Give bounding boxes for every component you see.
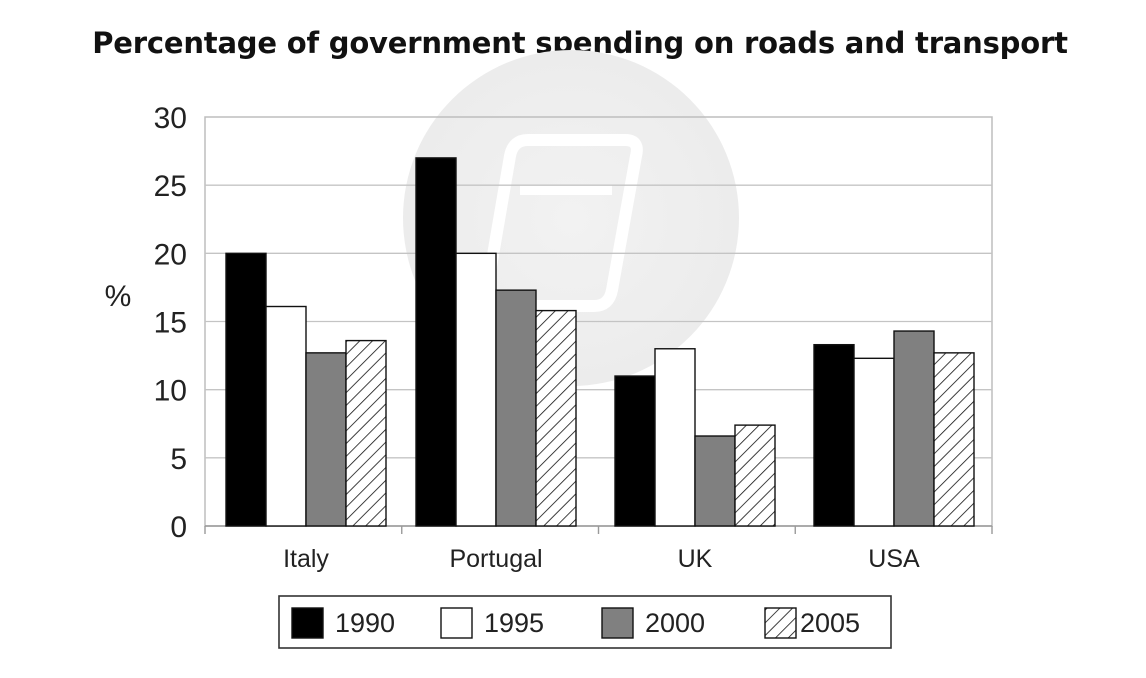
- legend-label-1990: 1990: [335, 608, 395, 638]
- bar-uk-2000: [694, 435, 736, 527]
- bar-uk-1990: [614, 375, 656, 527]
- y-tick-label: 5: [170, 443, 187, 476]
- x-tick-label: UK: [678, 545, 713, 573]
- legend: 1990 1995 2000 2005: [278, 595, 892, 649]
- bar-usa-1995: [853, 357, 895, 527]
- legend-swatch-2000: [601, 607, 634, 639]
- y-tick-label: 25: [154, 170, 187, 203]
- bar-uk-2005: [734, 424, 776, 527]
- legend-swatch-1995: [440, 607, 473, 639]
- legend-label-2000: 2000: [645, 608, 705, 638]
- y-tick-label: 0: [170, 511, 187, 544]
- legend-swatch-1990: [291, 607, 324, 639]
- bar-portugal-1990: [415, 157, 457, 527]
- y-tick-label: 15: [154, 307, 187, 340]
- bar-italy-1990: [225, 252, 267, 527]
- bar-portugal-1995: [455, 252, 497, 527]
- x-tick-label: Italy: [283, 545, 329, 573]
- legend-label-2005: 2005: [800, 608, 860, 638]
- y-tick-label: 30: [154, 102, 187, 135]
- x-tick-label: Portugal: [449, 545, 542, 573]
- y-tick-label: 10: [154, 375, 187, 408]
- x-axis-ticks: Italy Portugal UK USA: [204, 526, 993, 573]
- y-tick-label: 20: [154, 238, 187, 271]
- legend-swatch-2005: [764, 607, 797, 639]
- y-axis-label: %: [105, 280, 132, 313]
- bar-uk-1995: [654, 348, 696, 527]
- bar-italy-1995: [265, 305, 307, 527]
- y-axis-ticks: 0 5 10 15 20 25 30: [154, 102, 187, 544]
- bar-italy-2000: [305, 352, 347, 527]
- bar-usa-2005: [933, 352, 975, 527]
- x-tick-label: USA: [868, 545, 920, 573]
- legend-label-1995: 1995: [484, 608, 544, 638]
- bars: [225, 157, 975, 527]
- bar-usa-1990: [813, 343, 855, 527]
- bar-usa-2000: [893, 330, 935, 527]
- bar-italy-2005: [345, 339, 387, 527]
- bar-portugal-2005: [535, 309, 577, 527]
- bar-portugal-2000: [495, 289, 537, 527]
